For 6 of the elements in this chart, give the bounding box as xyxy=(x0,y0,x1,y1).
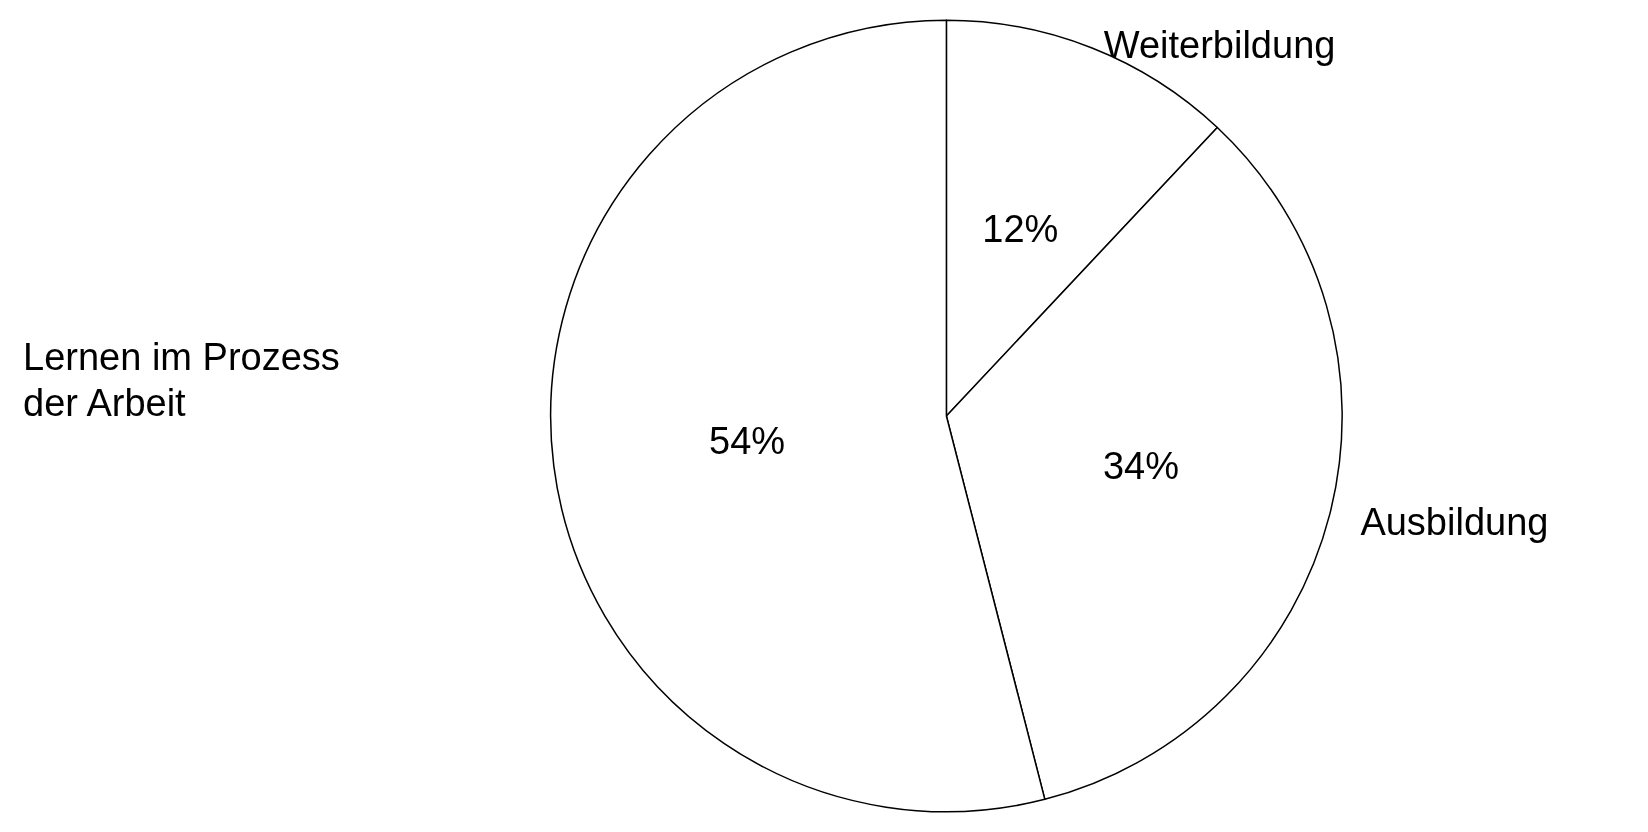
data-label: 12% xyxy=(982,208,1059,251)
slice-label: Lernen im Prozess der Arbeit xyxy=(23,335,351,424)
data-label: 34% xyxy=(1102,444,1179,487)
slice-label: Ausbildung xyxy=(1360,501,1549,544)
data-label: 54% xyxy=(709,420,786,463)
slice-label: Weiterbildung xyxy=(1103,24,1336,67)
